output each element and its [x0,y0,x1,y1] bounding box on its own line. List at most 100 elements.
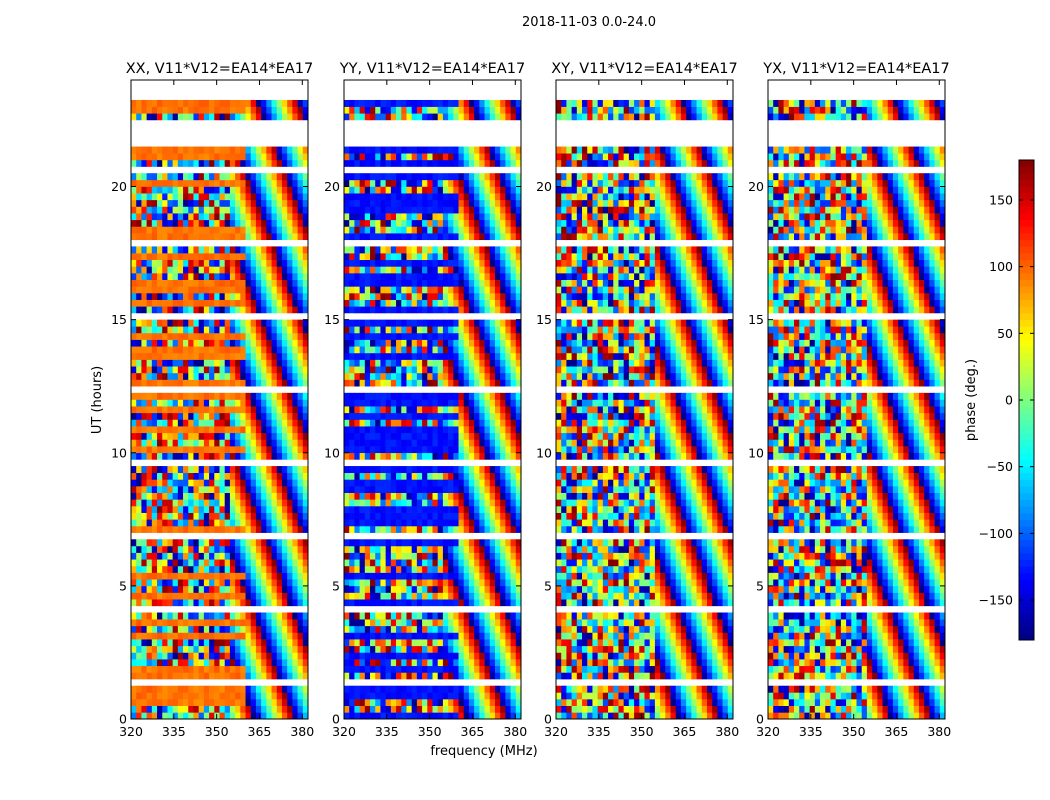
heatmap-cell [468,512,475,520]
heatmap-cell [281,246,288,254]
heatmap-cell [172,266,179,274]
heatmap-cell [235,585,241,593]
heatmap-cell [214,692,220,700]
heatmap-cell [281,579,288,587]
heatmap-cell [474,486,480,493]
heatmap-cell [167,452,173,460]
heatmap-cell [214,552,220,560]
heatmap-cell [453,685,459,693]
heatmap-cell [177,479,184,487]
heatmap-cell [281,552,288,560]
heatmap-cell [458,246,465,254]
heatmap-cell [229,545,236,553]
heatmap-cell [390,632,397,640]
heatmap-cell [349,419,355,427]
heatmap-cell [500,525,506,533]
heatmap-cell [437,499,444,507]
heatmap-cell [505,565,511,573]
heatmap-cell [250,179,257,187]
heatmap-cell [193,392,199,400]
heatmap-cell [510,259,517,267]
heatmap-cell [193,506,199,513]
heatmap-cell [510,552,517,560]
heatmap-cell [271,426,278,434]
heatmap-cell [235,685,241,693]
heatmap-cell [396,392,402,400]
heatmap-cell [250,452,257,460]
heatmap-cell [344,259,350,267]
heatmap-cell [266,146,272,154]
heatmap-cell [276,406,283,414]
heatmap-cell [515,446,522,454]
heatmap-cell [240,246,246,254]
heatmap-cell [141,486,147,493]
heatmap-cell [276,113,283,121]
heatmap-cell [219,692,226,700]
heatmap-cell [281,173,288,181]
heatmap-cell [177,366,184,374]
heatmap-cell [177,273,184,280]
heatmap-cell [261,525,267,533]
heatmap-cell [131,439,137,447]
heatmap-cell [437,599,444,607]
heatmap-cell [489,705,496,713]
heatmap-cell [385,432,392,440]
heatmap-cell [183,592,189,600]
heatmap-cell [302,299,309,307]
heatmap-cell [224,199,231,207]
heatmap-cell [255,346,262,354]
heatmap-cell [484,525,491,533]
heatmap-cell [229,293,236,300]
heatmap-cell [437,452,444,460]
heatmap-cell [390,692,397,700]
heatmap-cell [406,592,412,600]
heatmap-cell [214,466,220,474]
heatmap-cell [162,512,168,520]
heatmap-cell [240,712,246,720]
heatmap-cell [437,639,444,647]
heatmap-cell [177,685,184,693]
heatmap-cell [302,565,309,573]
heatmap-cell [235,579,241,587]
heatmap-cell [250,525,257,533]
heatmap-cell [390,592,397,600]
heatmap-cell [188,266,194,274]
heatmap-cell [209,592,215,600]
heatmap-cell [224,213,231,221]
heatmap-cell [250,492,257,500]
heatmap-cell [359,632,366,640]
heatmap-cell [406,306,412,314]
heatmap-cell [411,419,418,427]
heatmap-cell [370,299,376,307]
heatmap-cell [276,712,283,720]
heatmap-cell [416,352,423,360]
heatmap-cell [219,632,226,640]
heatmap-cell [302,346,309,354]
heatmap-cell [276,299,283,307]
heatmap-cell [229,113,236,121]
heatmap-cell [375,585,381,593]
heatmap-cell [287,619,293,627]
heatmap-cell [500,572,506,580]
heatmap-cell [406,279,412,287]
heatmap-cell [292,173,298,181]
heatmap-cell [203,486,210,493]
heatmap-cell [370,599,376,607]
heatmap-cell [266,419,272,427]
heatmap-cell [292,246,298,254]
heatmap-cell [416,406,423,414]
heatmap-cell [276,645,283,653]
heatmap-cell [448,346,454,354]
heatmap-cell [255,466,262,474]
heatmap-cell [224,359,231,367]
heatmap-cell [245,346,252,354]
heatmap-cell [198,486,205,493]
heatmap-cell [177,552,184,560]
heatmap-cell [484,452,491,460]
heatmap-cell [240,486,246,493]
heatmap-cell [255,106,262,114]
heatmap-cell [172,332,179,340]
heatmap-cell [380,419,386,427]
heatmap-cell [131,432,137,440]
heatmap-cell [261,319,267,327]
